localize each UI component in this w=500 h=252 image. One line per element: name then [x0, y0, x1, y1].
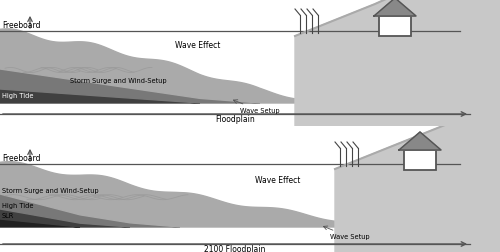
- Text: Wave Setup: Wave Setup: [234, 100, 280, 114]
- Text: Freeboard: Freeboard: [2, 21, 40, 30]
- Text: Storm Surge and Wind-Setup: Storm Surge and Wind-Setup: [2, 188, 98, 194]
- Text: Wave Effect: Wave Effect: [255, 176, 300, 185]
- Polygon shape: [399, 132, 441, 150]
- Polygon shape: [374, 0, 416, 16]
- Text: Storm Surge and Wind-Setup: Storm Surge and Wind-Setup: [70, 78, 166, 84]
- Polygon shape: [0, 219, 80, 227]
- Text: High Tide: High Tide: [2, 93, 34, 99]
- Bar: [404, 150, 436, 170]
- Polygon shape: [0, 194, 180, 227]
- Text: Wave Setup: Wave Setup: [324, 226, 370, 240]
- Text: 2100 Floodplain: 2100 Floodplain: [204, 245, 266, 252]
- Polygon shape: [335, 111, 500, 252]
- Text: High Tide: High Tide: [2, 203, 34, 209]
- Polygon shape: [0, 209, 130, 227]
- Text: Floodplain: Floodplain: [215, 115, 255, 124]
- Text: Freeboard: Freeboard: [2, 154, 40, 163]
- Text: SLR: SLR: [2, 212, 14, 218]
- Polygon shape: [0, 29, 320, 103]
- Polygon shape: [0, 69, 260, 103]
- Polygon shape: [0, 162, 380, 227]
- Text: Wave Effect: Wave Effect: [175, 41, 220, 50]
- Polygon shape: [295, 0, 500, 126]
- Polygon shape: [0, 89, 200, 103]
- Bar: [379, 16, 411, 36]
